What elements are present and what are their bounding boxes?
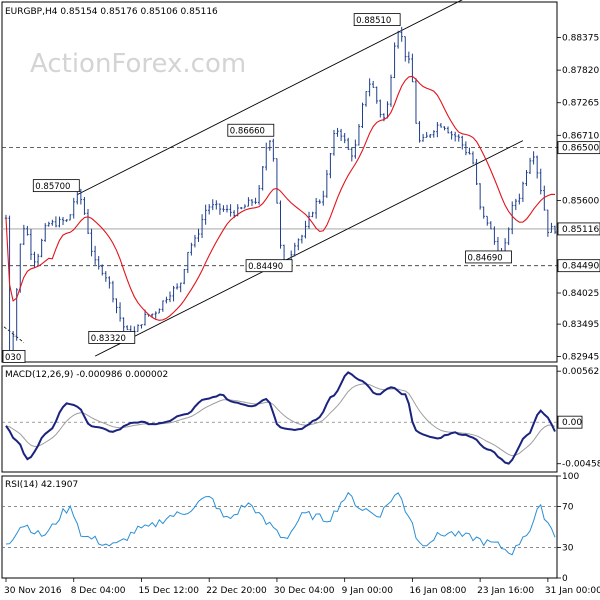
annotation-box-3: [227, 123, 275, 137]
chart-title: EURGBP,H4 0.85154 0.85176 0.85106 0.8511…: [5, 7, 218, 17]
annotation-box-4: [245, 259, 293, 273]
x-tick-label: 30 Nov 2016: [4, 586, 62, 596]
y-tick-box: [557, 259, 600, 273]
macd-y-tick-label: 0.00: [562, 418, 582, 428]
rsi-y-tick-label: 70: [562, 503, 574, 513]
y-tick-label: 0.84490: [562, 262, 599, 272]
annotation-label-7: 030: [5, 353, 21, 363]
y-tick-label: 0.87820: [562, 66, 599, 76]
annotation-box-5: [353, 13, 401, 27]
annotation-box-1: [32, 179, 80, 193]
y-tick-label: 0.86710: [562, 131, 599, 141]
rsi-y-tick-label: 0: [562, 574, 568, 584]
y-tick-label: 0.87265: [562, 99, 599, 109]
x-tick-label: 31 Jan 00:00: [545, 586, 600, 596]
x-tick-label: 22 Dec 20:00: [206, 586, 267, 596]
annotation-label-5: 0.88510: [356, 16, 391, 26]
rsi-y-tick-label: 30: [562, 543, 574, 553]
x-tick-label: 8 Dec 04:00: [71, 586, 126, 596]
macd-y-tick-label: 0.005627: [562, 367, 600, 377]
x-tick-label: 15 Dec 12:00: [138, 586, 199, 596]
x-tick-label: 30 Dec 04:00: [274, 586, 335, 596]
macd-y-tick-label: -0.004586: [562, 460, 600, 470]
y-tick-label: 0.84025: [562, 289, 599, 299]
y-tick-label: 0.85600: [562, 196, 599, 206]
annotation-label-4: 0.84490: [248, 262, 283, 272]
panel-frame-1: [1, 1, 558, 363]
annotation-label-2: 0.83320: [91, 334, 126, 344]
y-tick-label: 0.88375: [562, 34, 599, 44]
rsi-title: RSI(14) 42.1907: [5, 480, 78, 490]
y-tick-label: 0.82945: [562, 352, 599, 362]
channel-lower-line: [94, 140, 524, 357]
annotation-label-6: 0.84690: [468, 253, 503, 263]
x-tick-label: 16 Jan 08:00: [409, 586, 466, 596]
moving-average-line: [5, 75, 556, 321]
annotation-label-3: 0.86660: [230, 127, 265, 137]
macd-signal-line: [5, 383, 556, 457]
y-tick-box: [557, 141, 600, 155]
macd-y-tick-box: [557, 415, 583, 429]
watermark: ActionForex.com: [30, 49, 246, 79]
y-tick-label: 0.86500: [562, 144, 599, 154]
rsi-line: [5, 491, 556, 556]
channel-upper-line: [77, 0, 463, 196]
y-tick-label: 0.85116: [562, 225, 599, 235]
panel-frame-3: [1, 475, 558, 579]
annotation-label-1: 0.85700: [35, 182, 70, 192]
macd-line: [5, 371, 556, 465]
x-tick-label: 23 Jan 16:00: [477, 586, 534, 596]
annotation-box-2: [88, 330, 136, 344]
title-bg: [3, 3, 258, 17]
left-dashed-trend: [3, 326, 25, 343]
annotation-box-7: [2, 350, 26, 363]
y-tick-box: [557, 222, 600, 236]
y-tick-label: 0.83495: [562, 320, 599, 330]
annotation-box-6: [465, 250, 512, 264]
rsi-y-tick-label: 100: [562, 472, 579, 482]
x-tick-label: 9 Jan 00:00: [342, 586, 394, 596]
macd-title: MACD(12,26,9) -0.000986 0.000002: [5, 370, 168, 380]
